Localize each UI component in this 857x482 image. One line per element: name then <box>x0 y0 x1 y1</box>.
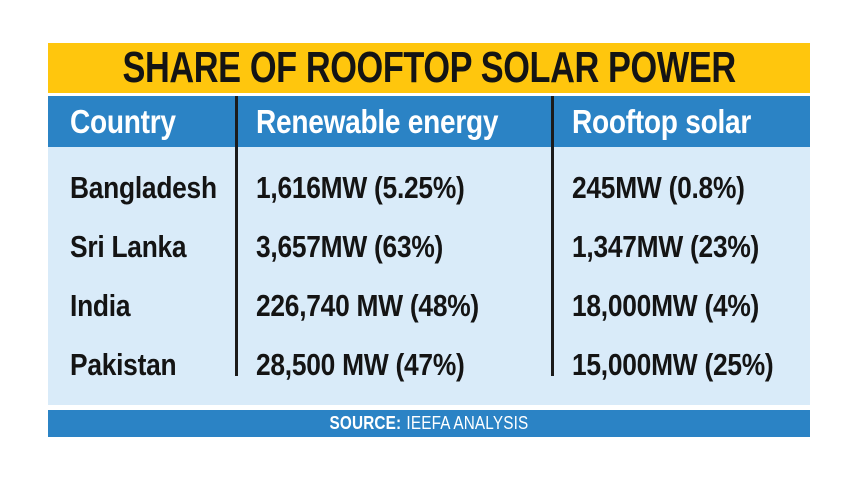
country-name: Pakistan <box>70 346 177 382</box>
renewable-value: 226,740 MW (48%) <box>256 287 479 323</box>
column-header-rooftop: Rooftop solar <box>552 103 810 141</box>
source-text: SOURCE: IEEFA ANALYSIS <box>330 413 529 434</box>
cell-country: Sri Lanka <box>48 229 236 265</box>
title-bar: SHARE OF ROOFTOP SOLAR POWER <box>48 43 810 93</box>
table-row-bangladesh: Bangladesh 1,616MW (5.25%) 245MW (0.8%) <box>48 158 810 217</box>
country-name: Bangladesh <box>70 169 217 205</box>
source-bar: SOURCE: IEEFA ANALYSIS <box>48 410 810 437</box>
column-divider-2 <box>551 96 554 376</box>
column-header-renewable: Renewable energy <box>236 103 552 141</box>
cell-country: Pakistan <box>48 347 236 383</box>
rooftop-value: 18,000MW (4%) <box>572 287 760 323</box>
table-header: Country Renewable energy Rooftop solar <box>48 96 810 147</box>
renewable-value: 1,616MW (5.25%) <box>256 169 465 205</box>
cell-rooftop-solar: 18,000MW (4%) <box>552 288 810 324</box>
cell-country: Bangladesh <box>48 170 236 206</box>
cell-renewable-energy: 3,657MW (63%) <box>236 229 552 265</box>
page-title: SHARE OF ROOFTOP SOLAR POWER <box>122 43 736 92</box>
renewable-value: 3,657MW (63%) <box>256 228 444 264</box>
column-header-rooftop-label: Rooftop solar <box>572 102 752 140</box>
cell-rooftop-solar: 15,000MW (25%) <box>552 347 810 383</box>
rooftop-value: 1,347MW (23%) <box>572 228 760 264</box>
cell-country: India <box>48 288 236 324</box>
column-header-country: Country <box>48 103 236 141</box>
renewable-value: 28,500 MW (47%) <box>256 346 465 382</box>
table-row-pakistan: Pakistan 28,500 MW (47%) 15,000MW (25%) <box>48 335 810 394</box>
column-divider-1 <box>235 96 238 376</box>
cell-renewable-energy: 1,616MW (5.25%) <box>236 170 552 206</box>
cell-rooftop-solar: 1,347MW (23%) <box>552 229 810 265</box>
table-row-india: India 226,740 MW (48%) 18,000MW (4%) <box>48 276 810 335</box>
table-row-sri-lanka: Sri Lanka 3,657MW (63%) 1,347MW (23%) <box>48 217 810 276</box>
country-name: Sri Lanka <box>70 228 187 264</box>
cell-renewable-energy: 226,740 MW (48%) <box>236 288 552 324</box>
rooftop-value: 245MW (0.8%) <box>572 169 745 205</box>
column-header-country-label: Country <box>70 102 176 140</box>
cell-rooftop-solar: 245MW (0.8%) <box>552 170 810 206</box>
cell-renewable-energy: 28,500 MW (47%) <box>236 347 552 383</box>
table-body: Bangladesh 1,616MW (5.25%) 245MW (0.8%) … <box>48 147 810 405</box>
source-label: SOURCE: <box>329 413 402 433</box>
country-name: India <box>70 287 131 323</box>
source-value: IEEFA ANALYSIS <box>406 413 529 433</box>
rooftop-value: 15,000MW (25%) <box>572 346 774 382</box>
column-header-renewable-label: Renewable energy <box>256 102 499 140</box>
